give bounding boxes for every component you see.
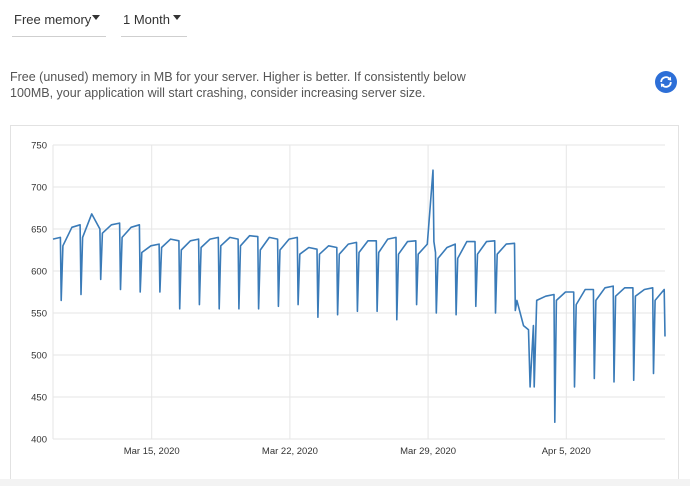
metric-dropdown-value: Free memory <box>14 12 92 27</box>
x-tick-label: Mar 15, 2020 <box>124 446 180 457</box>
series-line <box>52 169 666 424</box>
y-tick-label: 600 <box>31 267 47 278</box>
memory-line-chart: 400 450 500 550 600 650 700 750 Mar 15, 2020 Mar … <box>31 141 666 457</box>
bottom-divider <box>0 479 690 486</box>
refresh-button[interactable] <box>655 71 677 93</box>
refresh-icon <box>660 76 672 88</box>
chevron-down-icon <box>92 15 100 20</box>
x-tick-label: Mar 29, 2020 <box>400 446 456 457</box>
y-tick-label: 400 <box>31 435 47 446</box>
y-tick-label: 650 <box>31 225 47 236</box>
y-tick-label: 550 <box>31 309 47 320</box>
y-tick-label: 500 <box>31 351 47 362</box>
time-range-dropdown[interactable]: 1 Month <box>121 0 187 37</box>
y-tick-label: 700 <box>31 183 47 194</box>
y-tick-label: 750 <box>31 141 47 152</box>
metric-dropdown[interactable]: Free memory <box>12 0 106 37</box>
y-tick-label: 450 <box>31 393 47 404</box>
chevron-down-icon <box>173 15 181 20</box>
chart-panel: 400 450 500 550 600 650 700 750 Mar 15, 2020 Mar … <box>10 125 679 480</box>
x-tick-label: Apr 5, 2020 <box>542 446 591 457</box>
time-range-dropdown-value: 1 Month <box>123 12 170 27</box>
metric-description: Free (unused) memory in MB for your serv… <box>10 70 466 100</box>
x-tick-label: Mar 22, 2020 <box>262 446 318 457</box>
